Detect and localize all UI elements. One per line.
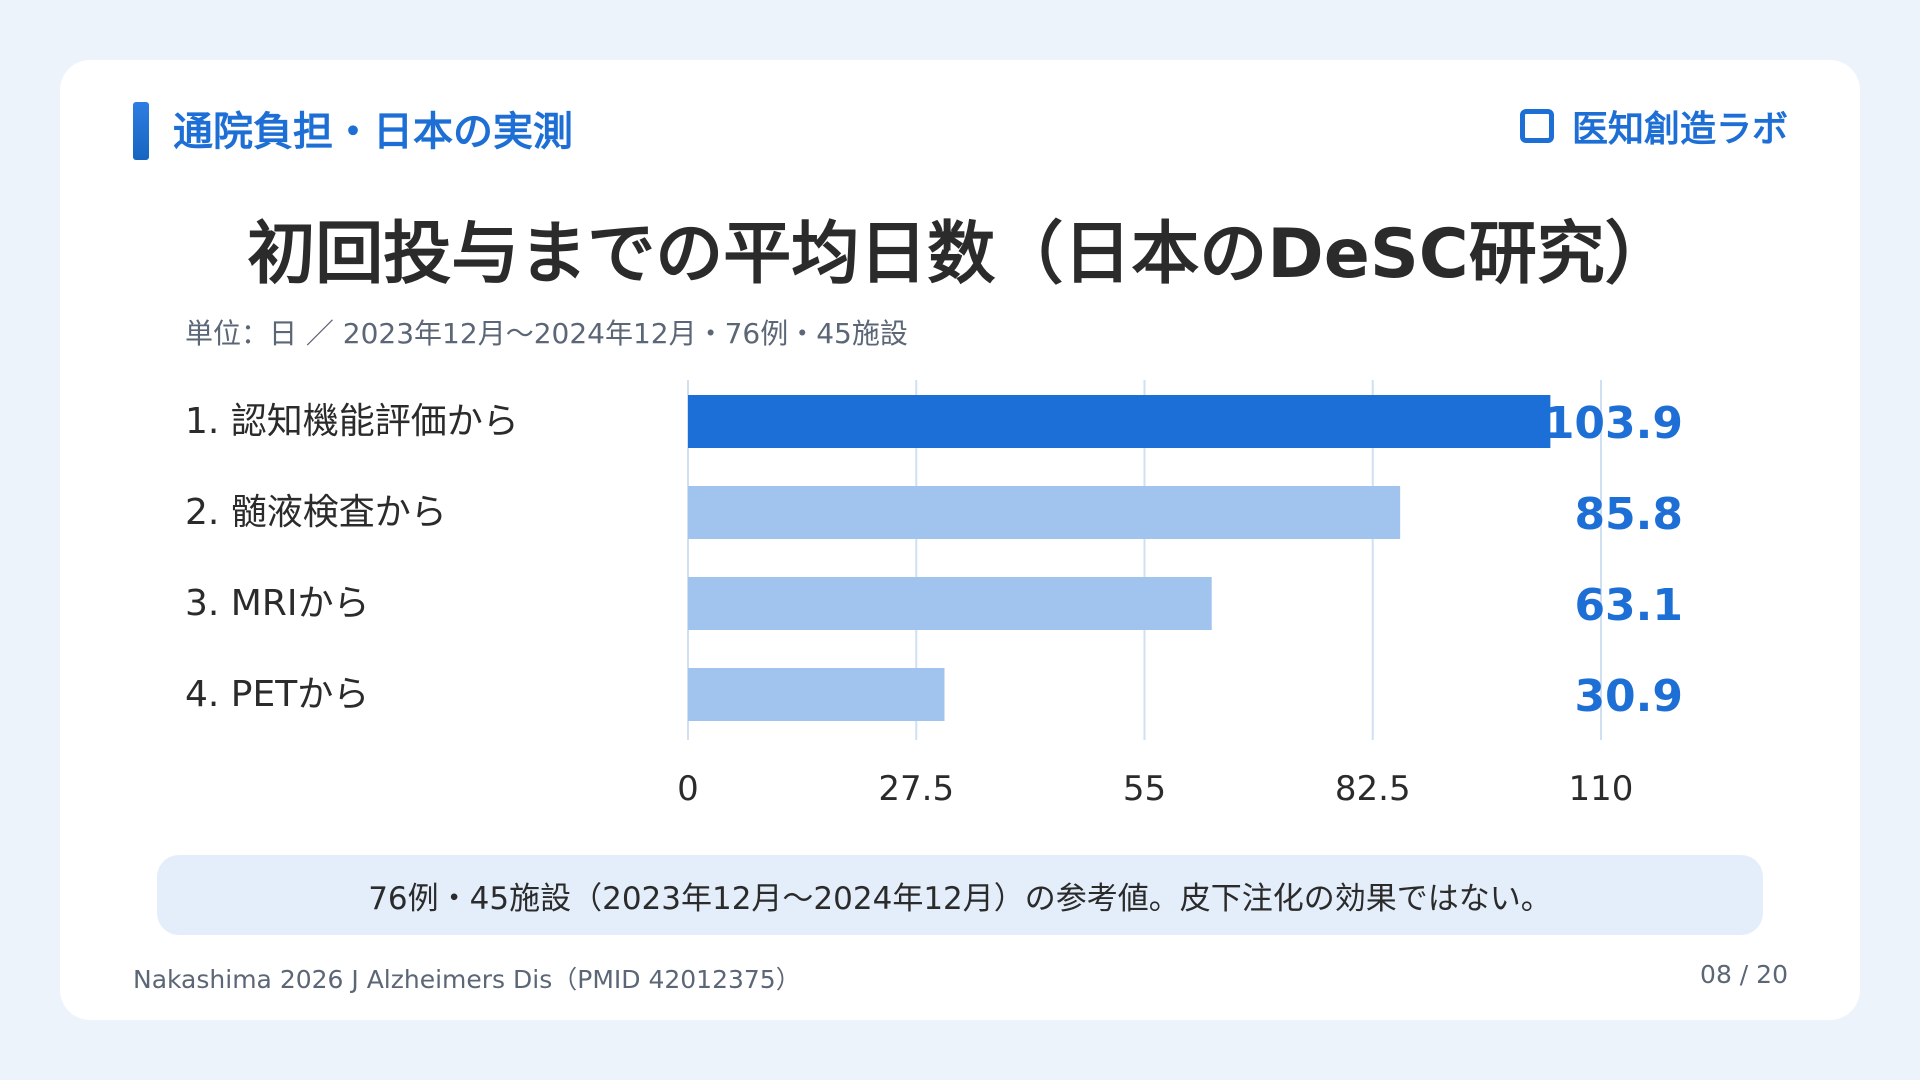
x-tick-label: 110 — [1569, 769, 1634, 809]
note-text: 76例・45施設（2023年12月〜2024年12月）の参考値。皮下注化の効果で… — [368, 880, 1552, 917]
x-tick-label: 82.5 — [1335, 769, 1411, 809]
brand-name: 医知創造ラボ — [1571, 109, 1788, 150]
chart-title: 初回投与までの平均日数（日本のDeSC研究） — [247, 215, 1673, 294]
source-citation: Nakashima 2026 J Alzheimers Dis（PMID 420… — [133, 965, 801, 994]
value-label: 63.1 — [1574, 580, 1683, 631]
bar — [688, 577, 1212, 630]
bar — [688, 395, 1551, 448]
bar — [688, 486, 1401, 539]
category-label: 2. 髄液検査から — [185, 492, 447, 533]
x-tick-label: 55 — [1123, 769, 1166, 809]
square-outline-icon — [1519, 109, 1554, 143]
value-label: 30.9 — [1574, 671, 1683, 722]
x-tick-label: 0 — [677, 769, 699, 809]
note-box: 76例・45施設（2023年12月〜2024年12月）の参考値。皮下注化の効果で… — [157, 855, 1763, 935]
bar — [688, 668, 945, 721]
value-label: 85.8 — [1574, 489, 1683, 540]
category-label: 4. PETから — [185, 674, 369, 715]
page-number: 08 / 20 — [1700, 960, 1788, 989]
brand: 医知創造ラボ — [1519, 100, 1788, 152]
x-tick-label: 27.5 — [878, 769, 954, 809]
chart-subtitle: 単位：日 ／ 2023年12月〜2024年12月・76例・45施設 — [185, 317, 908, 350]
section-label: 通院負担・日本の実測 — [173, 109, 573, 155]
category-label: 3. MRIから — [185, 583, 369, 624]
category-label: 1. 認知機能評価から — [185, 401, 519, 442]
section-accent-bar — [133, 102, 149, 160]
value-label: 103.9 — [1544, 398, 1683, 449]
